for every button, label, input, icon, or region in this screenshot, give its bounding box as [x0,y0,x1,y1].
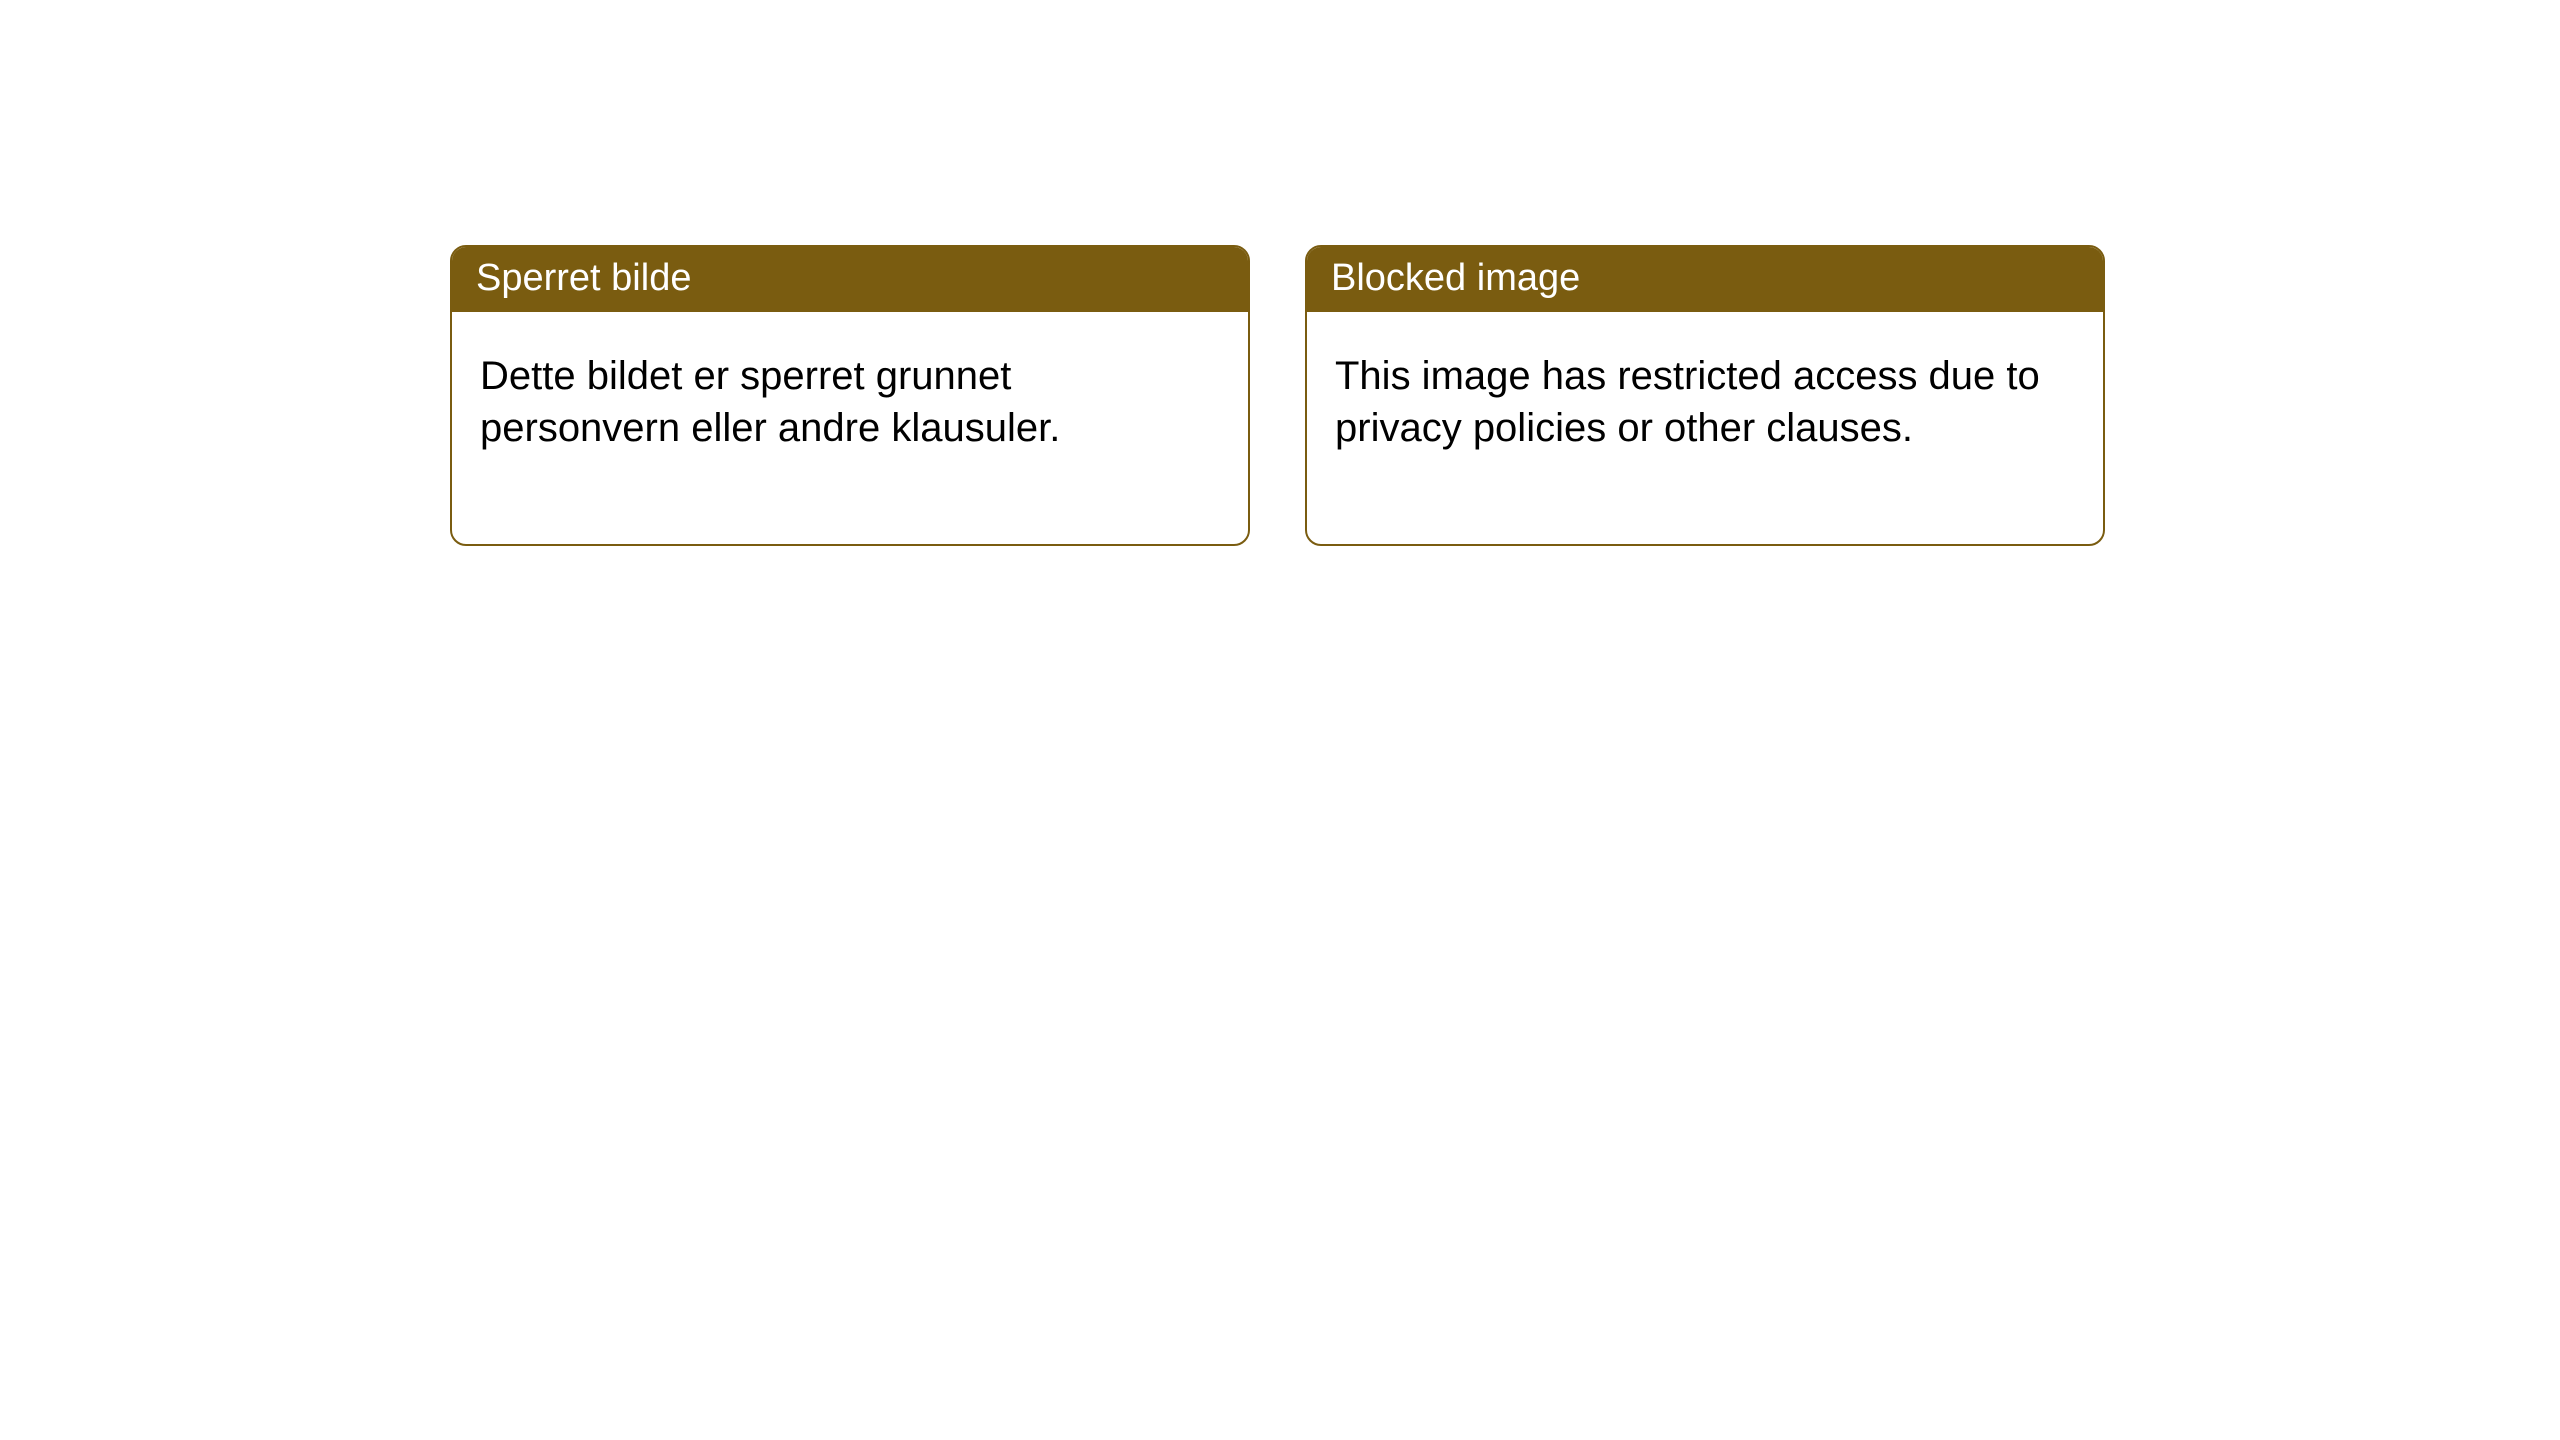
notice-card-header: Blocked image [1307,247,2103,312]
notice-card-title: Sperret bilde [476,257,691,299]
notice-card-message: This image has restricted access due to … [1335,354,2040,450]
notice-card-body: This image has restricted access due to … [1307,312,2103,544]
notice-card-body: Dette bildet er sperret grunnet personve… [452,312,1248,544]
notice-card-header: Sperret bilde [452,247,1248,312]
notice-cards-container: Sperret bilde Dette bildet er sperret gr… [450,245,2560,546]
notice-card-english: Blocked image This image has restricted … [1305,245,2105,546]
notice-card-message: Dette bildet er sperret grunnet personve… [480,354,1060,450]
notice-card-norwegian: Sperret bilde Dette bildet er sperret gr… [450,245,1250,546]
notice-card-title: Blocked image [1331,257,1580,299]
